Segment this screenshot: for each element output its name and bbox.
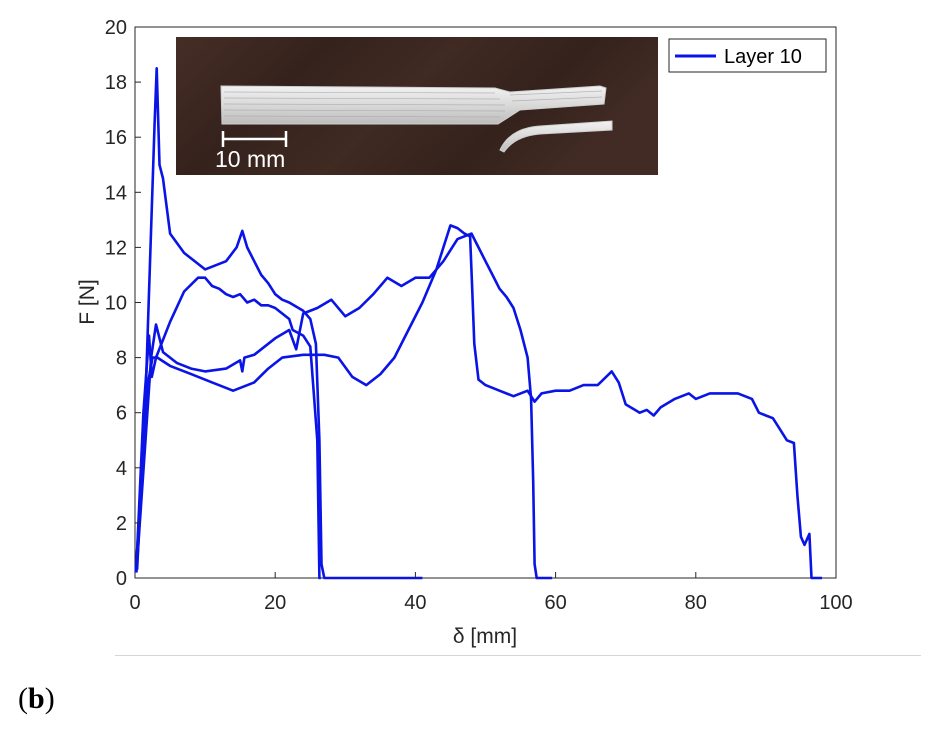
x-tick-label: 40 (404, 592, 426, 614)
y-tick-label: 0 (116, 568, 127, 590)
panel-label: (b) (18, 682, 55, 715)
legend: Layer 10 (668, 38, 827, 73)
y-tick-label: 8 (116, 348, 127, 370)
x-axis: 0 20 40 60 80 100 (129, 572, 853, 614)
x-tick-label: 80 (685, 592, 707, 614)
y-tick-label: 6 (116, 403, 127, 425)
specimen-fragment (499, 120, 613, 153)
series-line-4 (134, 224, 822, 580)
scale-bar-label: 10 mm (215, 146, 285, 172)
y-axis-label: F [N] (76, 279, 99, 325)
y-tick-label: 12 (105, 237, 127, 259)
y-tick-label: 4 (116, 458, 127, 480)
series-layer (134, 67, 822, 580)
divider (115, 655, 921, 656)
y-tick-label: 2 (116, 513, 127, 535)
series-line-3 (135, 232, 553, 580)
scale-bar (221, 131, 288, 147)
y-tick-label: 18 (105, 72, 127, 94)
y-tick-label: 10 (105, 293, 127, 315)
series-line-1 (135, 67, 423, 580)
y-tick-label: 14 (105, 182, 127, 204)
x-tick-label: 100 (819, 592, 852, 614)
inset-photo: 10 mm (176, 37, 658, 175)
legend-label: Layer 10 (724, 46, 802, 68)
x-tick-label: 0 (129, 592, 140, 614)
x-axis-label: δ [mm] (453, 625, 517, 648)
x-tick-label: 60 (544, 592, 566, 614)
x-tick-label: 20 (264, 592, 286, 614)
y-tick-label: 20 (105, 17, 127, 39)
y-axis: 0 2 4 6 8 10 12 14 16 18 20 (105, 17, 141, 590)
y-tick-label: 16 (105, 127, 127, 149)
